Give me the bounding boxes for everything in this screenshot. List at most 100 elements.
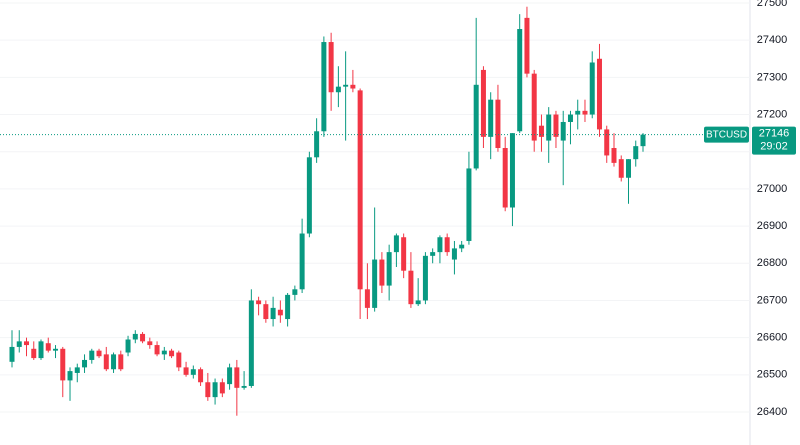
candle-body bbox=[176, 352, 182, 368]
candle-body bbox=[451, 248, 457, 260]
candle-body bbox=[299, 233, 305, 290]
candle-body bbox=[89, 350, 95, 360]
candle-body bbox=[546, 114, 552, 141]
candle-body bbox=[74, 367, 80, 373]
candle-body bbox=[538, 125, 544, 137]
candle-body bbox=[9, 346, 15, 362]
candle-body bbox=[509, 133, 515, 208]
candle-body bbox=[444, 237, 450, 253]
candle-body bbox=[488, 99, 494, 137]
candle-body bbox=[611, 148, 617, 163]
candle-body bbox=[437, 237, 443, 253]
candle-body bbox=[466, 168, 472, 241]
candle-body bbox=[328, 42, 334, 93]
candle-body bbox=[205, 382, 211, 398]
candle-body bbox=[401, 237, 407, 271]
candle-body bbox=[633, 146, 639, 160]
candle-body bbox=[270, 307, 276, 320]
y-tick-label: 27300 bbox=[757, 71, 788, 83]
candle-body bbox=[234, 367, 240, 388]
candle-body bbox=[357, 90, 363, 290]
candle-body bbox=[263, 304, 269, 320]
y-tick-label: 26500 bbox=[757, 369, 788, 381]
candle-body bbox=[277, 309, 283, 316]
candle-body bbox=[567, 114, 573, 122]
candle-body bbox=[335, 86, 341, 93]
y-tick-label: 26900 bbox=[757, 220, 788, 232]
y-tick-label: 26600 bbox=[757, 332, 788, 344]
candle-body bbox=[241, 385, 247, 388]
y-tick-label: 27000 bbox=[757, 183, 788, 195]
candle-body bbox=[364, 289, 370, 308]
candle-body bbox=[553, 114, 559, 137]
y-tick-label: 26800 bbox=[757, 257, 788, 269]
candle-body bbox=[292, 289, 298, 295]
candle-body bbox=[103, 354, 109, 370]
candle-body bbox=[60, 348, 66, 381]
candle-body bbox=[306, 157, 312, 234]
candle-body bbox=[147, 341, 153, 346]
countdown-label: 29:02 bbox=[760, 141, 788, 153]
candle-body bbox=[212, 382, 218, 398]
candle-body bbox=[67, 371, 73, 381]
candle-body bbox=[582, 110, 588, 115]
candle-body bbox=[379, 259, 385, 286]
candle-body bbox=[524, 17, 530, 74]
candle-body bbox=[248, 300, 254, 386]
candle-body bbox=[31, 348, 37, 359]
candle-body bbox=[372, 259, 378, 308]
candle-body bbox=[604, 129, 610, 156]
symbol-label: BTCUSD bbox=[706, 129, 747, 140]
candle-body bbox=[183, 367, 189, 375]
candle-body bbox=[596, 58, 602, 130]
candle-body bbox=[190, 369, 196, 375]
candle-body bbox=[118, 354, 124, 370]
candle-body bbox=[495, 99, 501, 149]
candle-body bbox=[256, 300, 262, 305]
candle-body bbox=[618, 159, 624, 178]
candle-body bbox=[393, 235, 399, 253]
y-tick-label: 26400 bbox=[757, 406, 788, 418]
candle-body bbox=[480, 69, 486, 137]
candle-body bbox=[408, 270, 414, 305]
candle-body bbox=[125, 339, 131, 353]
symbol-badge bbox=[704, 126, 749, 143]
candle-body bbox=[45, 343, 51, 351]
candle-body bbox=[386, 252, 392, 286]
candle-body bbox=[24, 341, 30, 346]
candle-body bbox=[640, 134, 646, 147]
candle-body bbox=[502, 148, 508, 208]
candle-body bbox=[140, 333, 146, 342]
y-tick-label: 27400 bbox=[757, 34, 788, 46]
candle-body bbox=[473, 84, 479, 169]
candle-body bbox=[38, 341, 44, 359]
candle-body bbox=[169, 350, 175, 357]
candle-body bbox=[531, 73, 537, 141]
candle-body bbox=[132, 333, 138, 340]
candle-body bbox=[625, 159, 631, 178]
candle-body bbox=[96, 350, 102, 357]
candle-body bbox=[82, 359, 88, 368]
candle-body bbox=[350, 84, 356, 89]
candle-body bbox=[161, 350, 167, 355]
candle-body bbox=[517, 29, 523, 132]
candle-body bbox=[198, 369, 204, 383]
candle-body bbox=[575, 110, 581, 115]
price-badge bbox=[752, 126, 796, 155]
candle-body bbox=[111, 354, 117, 370]
candle-body bbox=[219, 382, 225, 394]
candle-body bbox=[53, 348, 59, 351]
y-tick-label: 26700 bbox=[757, 294, 788, 306]
last-price-label: 27146 bbox=[759, 128, 790, 140]
candle-body bbox=[560, 121, 566, 141]
candle-body bbox=[154, 345, 160, 355]
candle-body bbox=[314, 131, 320, 158]
candle-body bbox=[321, 42, 327, 132]
candle-body bbox=[16, 341, 22, 347]
candle-body bbox=[415, 300, 421, 305]
candle-body bbox=[459, 244, 465, 249]
y-tick-label: 27200 bbox=[757, 108, 788, 120]
candle-body bbox=[422, 255, 428, 301]
y-tick-label: 27500 bbox=[757, 0, 788, 9]
